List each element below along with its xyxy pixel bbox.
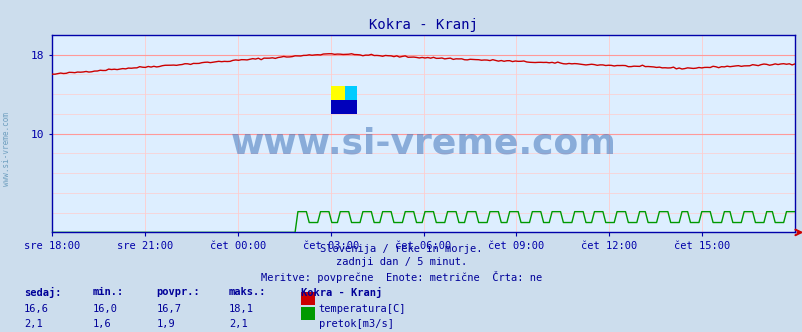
- Text: sedaj:: sedaj:: [24, 287, 62, 298]
- Text: min.:: min.:: [92, 287, 124, 297]
- Text: povpr.:: povpr.:: [156, 287, 200, 297]
- Title: Kokra - Kranj: Kokra - Kranj: [369, 18, 477, 32]
- Text: pretok[m3/s]: pretok[m3/s]: [318, 319, 393, 329]
- Text: Slovenija / reke in morje.: Slovenija / reke in morje.: [320, 244, 482, 254]
- Text: temperatura[C]: temperatura[C]: [318, 304, 406, 314]
- Text: 18,1: 18,1: [229, 304, 253, 314]
- Text: 2,1: 2,1: [24, 319, 43, 329]
- Bar: [330, 86, 345, 100]
- Text: www.si-vreme.com: www.si-vreme.com: [2, 113, 11, 186]
- Text: 2,1: 2,1: [229, 319, 247, 329]
- Bar: [330, 100, 356, 114]
- Text: Kokra - Kranj: Kokra - Kranj: [301, 287, 382, 298]
- Text: 16,6: 16,6: [24, 304, 49, 314]
- Text: Meritve: povprečne  Enote: metrične  Črta: ne: Meritve: povprečne Enote: metrične Črta:…: [261, 271, 541, 283]
- Text: zadnji dan / 5 minut.: zadnji dan / 5 minut.: [335, 257, 467, 267]
- Bar: [345, 86, 356, 100]
- Text: www.si-vreme.com: www.si-vreme.com: [230, 126, 616, 160]
- Text: 16,7: 16,7: [156, 304, 181, 314]
- Text: maks.:: maks.:: [229, 287, 266, 297]
- Text: 16,0: 16,0: [92, 304, 117, 314]
- Text: 1,9: 1,9: [156, 319, 175, 329]
- Text: 1,6: 1,6: [92, 319, 111, 329]
